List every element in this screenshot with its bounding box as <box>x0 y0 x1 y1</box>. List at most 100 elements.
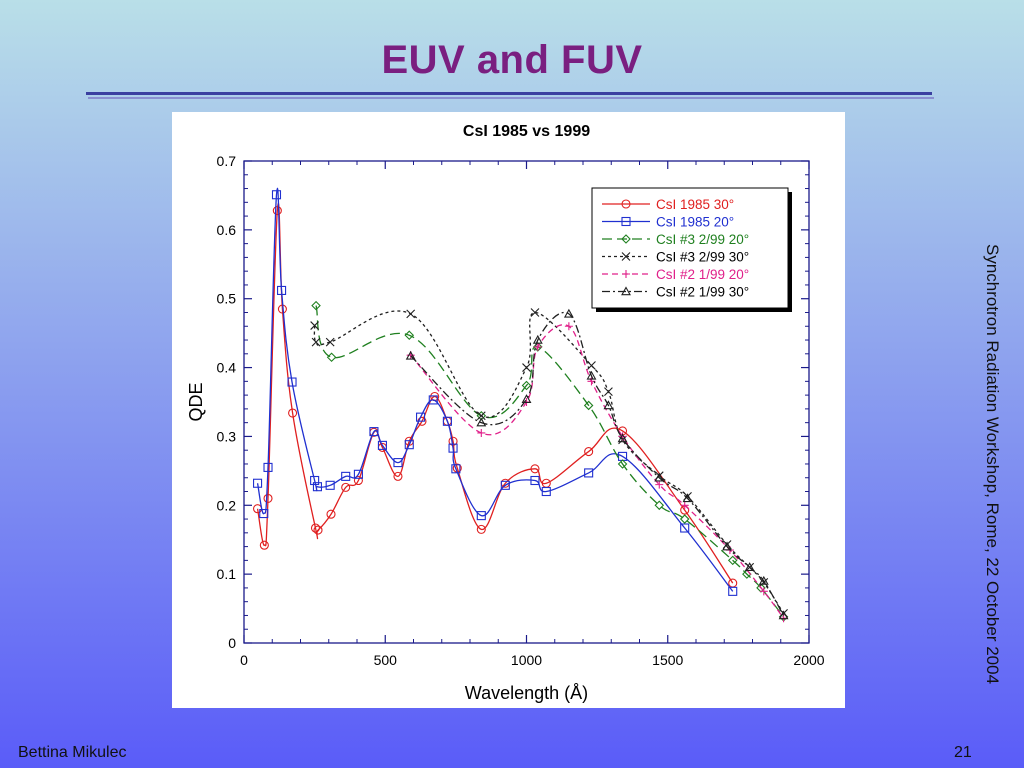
series-line <box>315 305 785 618</box>
data-point-shape <box>530 308 540 317</box>
data-point-shape <box>259 540 269 550</box>
data-point-shape <box>759 587 768 596</box>
data-point-shape <box>477 428 486 437</box>
data-point-shape <box>253 478 263 488</box>
page-number: 21 <box>954 744 972 761</box>
data-point-shape <box>416 412 426 422</box>
data-point <box>521 394 532 403</box>
legend-label: CsI 1985 30° <box>656 197 734 212</box>
x-tick-label: 1000 <box>511 652 542 668</box>
x-tick-label: 1500 <box>652 652 683 668</box>
data-point-shape <box>341 471 351 481</box>
author-name: Bettina Mikulec <box>18 744 127 761</box>
series-line <box>313 310 785 614</box>
data-point <box>393 471 403 481</box>
data-point <box>326 509 336 519</box>
data-point-shape <box>404 440 414 450</box>
data-point <box>680 523 690 533</box>
data-point <box>310 523 321 533</box>
data-point-shape <box>476 411 486 421</box>
data-point-shape <box>326 352 337 363</box>
data-point-shape <box>530 475 540 486</box>
data-point <box>263 462 273 472</box>
data-point-shape <box>310 475 320 486</box>
data-point <box>759 587 768 596</box>
data-point <box>313 525 323 535</box>
legend-label: CsI #3 2/99 30° <box>656 250 749 265</box>
y-tick-label: 0.1 <box>217 566 237 582</box>
data-point <box>728 586 738 596</box>
data-point <box>654 500 665 511</box>
data-point <box>442 416 452 426</box>
data-point-shape <box>583 400 594 411</box>
series-5 <box>406 322 788 623</box>
data-point-shape <box>377 440 387 450</box>
data-point-shape <box>521 394 532 403</box>
data-point-shape <box>541 486 551 497</box>
y-tick-label: 0 <box>228 635 236 651</box>
series-1 <box>253 202 738 588</box>
legend-label: CsI #2 1/99 20° <box>656 267 749 282</box>
data-point-shape <box>404 330 415 340</box>
x-tick-label: 2000 <box>793 652 824 668</box>
data-point <box>353 475 363 486</box>
data-point-shape <box>728 586 738 596</box>
y-tick-label: 0.5 <box>217 291 237 307</box>
series-line <box>410 311 785 616</box>
data-point <box>654 472 665 482</box>
y-tick-label: 0.2 <box>217 497 237 513</box>
data-point <box>288 408 298 418</box>
data-point <box>405 350 416 360</box>
data-point <box>341 471 351 481</box>
data-point-shape <box>451 464 461 474</box>
data-point <box>532 334 543 344</box>
data-point-shape <box>326 509 336 519</box>
data-point-shape <box>406 309 416 319</box>
data-point <box>533 342 542 351</box>
data-point-shape <box>428 395 438 405</box>
data-point <box>253 478 263 488</box>
chart-title: CsI 1985 vs 1999 <box>463 123 590 140</box>
data-point-shape <box>272 206 282 216</box>
data-point <box>263 493 273 503</box>
data-point <box>533 342 543 352</box>
data-point-shape <box>655 480 664 489</box>
data-point <box>476 511 486 521</box>
series-3 <box>311 300 789 622</box>
data-point <box>325 480 335 490</box>
data-point <box>404 330 415 340</box>
data-point-shape <box>263 493 273 503</box>
data-point-shape <box>682 493 693 503</box>
data-point-shape <box>564 322 573 331</box>
legend-label: CsI #2 1/99 30° <box>656 285 749 300</box>
data-point-shape <box>679 514 690 524</box>
data-point <box>541 486 551 497</box>
legend-entry: CsI #2 1/99 30° <box>602 285 749 300</box>
data-point <box>744 562 755 572</box>
data-point <box>406 309 416 319</box>
legend-marker <box>621 199 631 209</box>
data-point <box>393 458 403 468</box>
data-point <box>682 493 693 503</box>
data-point-shape <box>448 443 458 453</box>
data-point <box>476 417 487 427</box>
data-point <box>311 337 321 347</box>
data-point <box>756 583 766 593</box>
data-point <box>477 428 486 437</box>
data-point-shape <box>563 308 574 318</box>
data-point <box>722 541 733 551</box>
data-point <box>530 464 540 474</box>
data-point <box>617 433 628 443</box>
data-point <box>617 459 628 469</box>
data-point-shape <box>744 562 755 572</box>
legend-marker <box>621 216 631 227</box>
data-point <box>310 321 320 330</box>
workshop-side-text: Synchrotron Radiation Workshop, Rome, 22… <box>983 244 1002 685</box>
data-point-shape <box>654 472 665 482</box>
data-point <box>311 300 321 311</box>
data-point-shape <box>680 523 690 533</box>
data-point-shape <box>604 387 613 397</box>
data-point-shape <box>584 447 594 457</box>
data-point <box>530 308 540 317</box>
data-point <box>759 578 769 587</box>
